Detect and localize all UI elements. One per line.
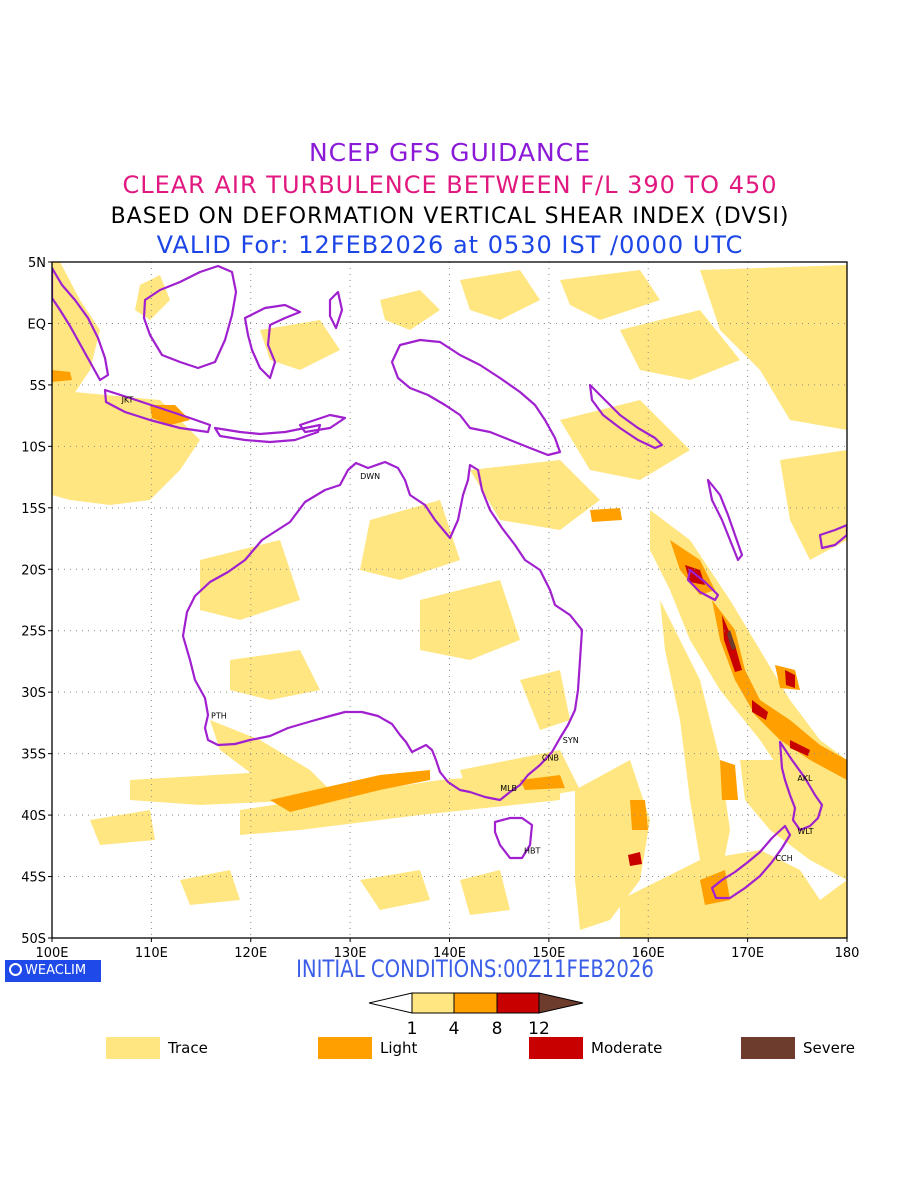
severe-areas [727, 630, 736, 650]
longitude-label: 100E [35, 946, 68, 961]
title-line-1: NCEP GFS GUIDANCE [308, 138, 591, 167]
longitude-label: 140E [433, 946, 466, 961]
latitude-label: 15S [21, 502, 46, 517]
latitude-label: 5N [28, 256, 46, 271]
colorbar-segment-moderate [496, 992, 540, 1014]
latitude-label: 35S [21, 748, 46, 763]
solomon-islands-coastline [588, 383, 664, 450]
new-zealand-south-coastline [710, 824, 792, 900]
latitude-label: 40S [21, 809, 46, 824]
coastlines [52, 264, 847, 900]
longitude-label: 150E [532, 946, 565, 961]
new-guinea-coastline [390, 338, 562, 457]
legend-label-moderate: Moderate [591, 1039, 663, 1057]
sulawesi-coastline [243, 303, 302, 380]
station-label-akl: AKL [797, 774, 813, 783]
colorbar-upper-triangle [538, 992, 584, 1014]
latitude-label: 30S [21, 686, 46, 701]
new-caledonia-coastline [686, 568, 720, 602]
latitude-label: EQ [28, 317, 46, 332]
lesser-sunda-coastline [213, 423, 322, 444]
latitude-label: 10S [21, 440, 46, 455]
longitude-label: 130E [334, 946, 367, 961]
latitude-label: 45S [21, 871, 46, 886]
axis-ticks [48, 261, 848, 942]
new-zealand-north-coastline [778, 740, 824, 832]
australia-coastline [181, 460, 584, 802]
station-label-jkt: JKT [121, 396, 134, 405]
timor-coastline [298, 413, 347, 434]
badge-text: WEACLIM [25, 963, 87, 978]
colorbar-tick-label: 4 [449, 1019, 460, 1039]
title-line-3: BASED ON DEFORMATION VERTICAL SHEAR INDE… [110, 204, 790, 229]
fiji-coastline [818, 523, 847, 550]
colorbar-segment-trace [411, 992, 455, 1014]
legend-swatch-light [318, 1037, 372, 1059]
legend-swatch-trace [106, 1037, 160, 1059]
station-labels: JKT DWN PTH SYN CNB MLB HBT AKL WLT CCH [121, 396, 814, 863]
colorbar-segment-light [453, 992, 498, 1014]
longitude-label: 180 [835, 946, 860, 961]
legend-swatch-severe [741, 1037, 795, 1059]
vanuatu-coastline [706, 478, 744, 562]
station-label-mlb: MLB [500, 784, 517, 793]
longitude-label: 170E [731, 946, 764, 961]
weaclim-logo-icon [9, 963, 22, 976]
halmahera-coastline [328, 290, 344, 330]
colorbar-tick-label: 1 [407, 1019, 418, 1039]
station-label-wlt: WLT [797, 827, 813, 836]
legend-swatch-moderate [529, 1037, 583, 1059]
latitude-label: 50S [21, 932, 46, 947]
colorbar-tick-label: 8 [492, 1019, 503, 1039]
latitude-label: 20S [21, 563, 46, 578]
borneo-coastline [142, 264, 238, 370]
colorbar-tick-label: 12 [528, 1019, 550, 1039]
legend-label-severe: Severe [803, 1039, 855, 1057]
title-line-4: VALID For: 12FEB2026 at 0530 IST /0000 U… [156, 231, 744, 259]
longitude-label: 110E [135, 946, 168, 961]
longitude-label: 120E [234, 946, 267, 961]
station-label-pth: PTH [211, 712, 227, 721]
weaclim-badge: WEACLIM [5, 960, 101, 982]
latitude-label: 25S [21, 625, 46, 640]
station-label-cnb: CNB [542, 753, 559, 762]
sumatra-coastline [52, 266, 110, 382]
latitude-label: 5S [29, 379, 46, 394]
station-label-cch: CCH [775, 854, 792, 863]
longitude-label: 160E [632, 946, 665, 961]
station-label-dwn: DWN [360, 472, 380, 481]
turbulence-fields [52, 262, 847, 938]
colorbar: 1 4 8 12 [368, 992, 584, 1039]
legend-label-light: Light [380, 1039, 418, 1057]
title-line-2: CLEAR AIR TURBULENCE BETWEEN F/L 390 TO … [122, 171, 778, 199]
tasmania-coastline [493, 816, 534, 860]
initial-conditions-label: INITIAL CONDITIONS:00Z11FEB2026 [296, 955, 654, 983]
colorbar-lower-triangle [368, 992, 413, 1014]
station-label-syn: SYN [563, 736, 579, 745]
latitude-labels: 5N EQ 5S 10S 15S 20S 25S 30S 35S 40S 45S 50S [21, 256, 46, 947]
station-label-hbt: HBT [524, 847, 541, 856]
longitude-labels: 100E 110E 120E 130E 140E 150E 160E 170E 180 [35, 946, 859, 961]
java-coastline [103, 388, 212, 434]
legend-label-trace: Trace [168, 1039, 208, 1057]
